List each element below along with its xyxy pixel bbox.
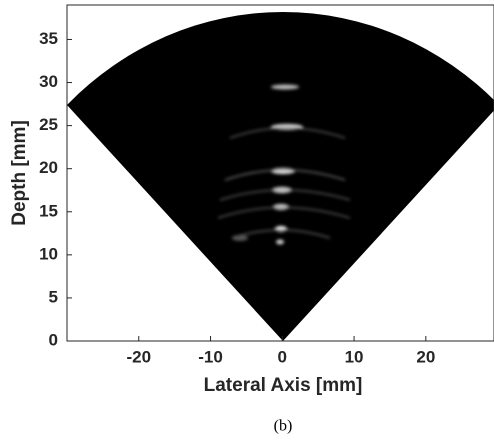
x-tick-label: 10 [345, 347, 364, 366]
sector [67, 11, 494, 341]
x-tick-label: 20 [416, 347, 435, 366]
x-axis-label: Lateral Axis [mm] [204, 375, 363, 396]
x-tick-label: 0 [278, 347, 287, 366]
y-tick-label: 35 [39, 29, 58, 48]
y-tick-label: 0 [49, 330, 58, 349]
y-tick-label: 15 [39, 201, 58, 220]
caption: (b) [274, 418, 293, 435]
axes-box [66, 4, 494, 342]
y-tick-label: 30 [39, 72, 58, 91]
y-axis-label: Depth [mm] [9, 120, 30, 226]
y-tick-label: 20 [39, 158, 58, 177]
x-tick-label: -10 [198, 347, 223, 366]
reflectors [217, 84, 351, 245]
ultrasound-image [67, 11, 494, 341]
x-tick-label: -20 [126, 347, 151, 366]
y-tick-label: 10 [39, 244, 58, 263]
y-tick-label: 5 [49, 287, 58, 306]
y-tick-label: 25 [39, 115, 58, 134]
